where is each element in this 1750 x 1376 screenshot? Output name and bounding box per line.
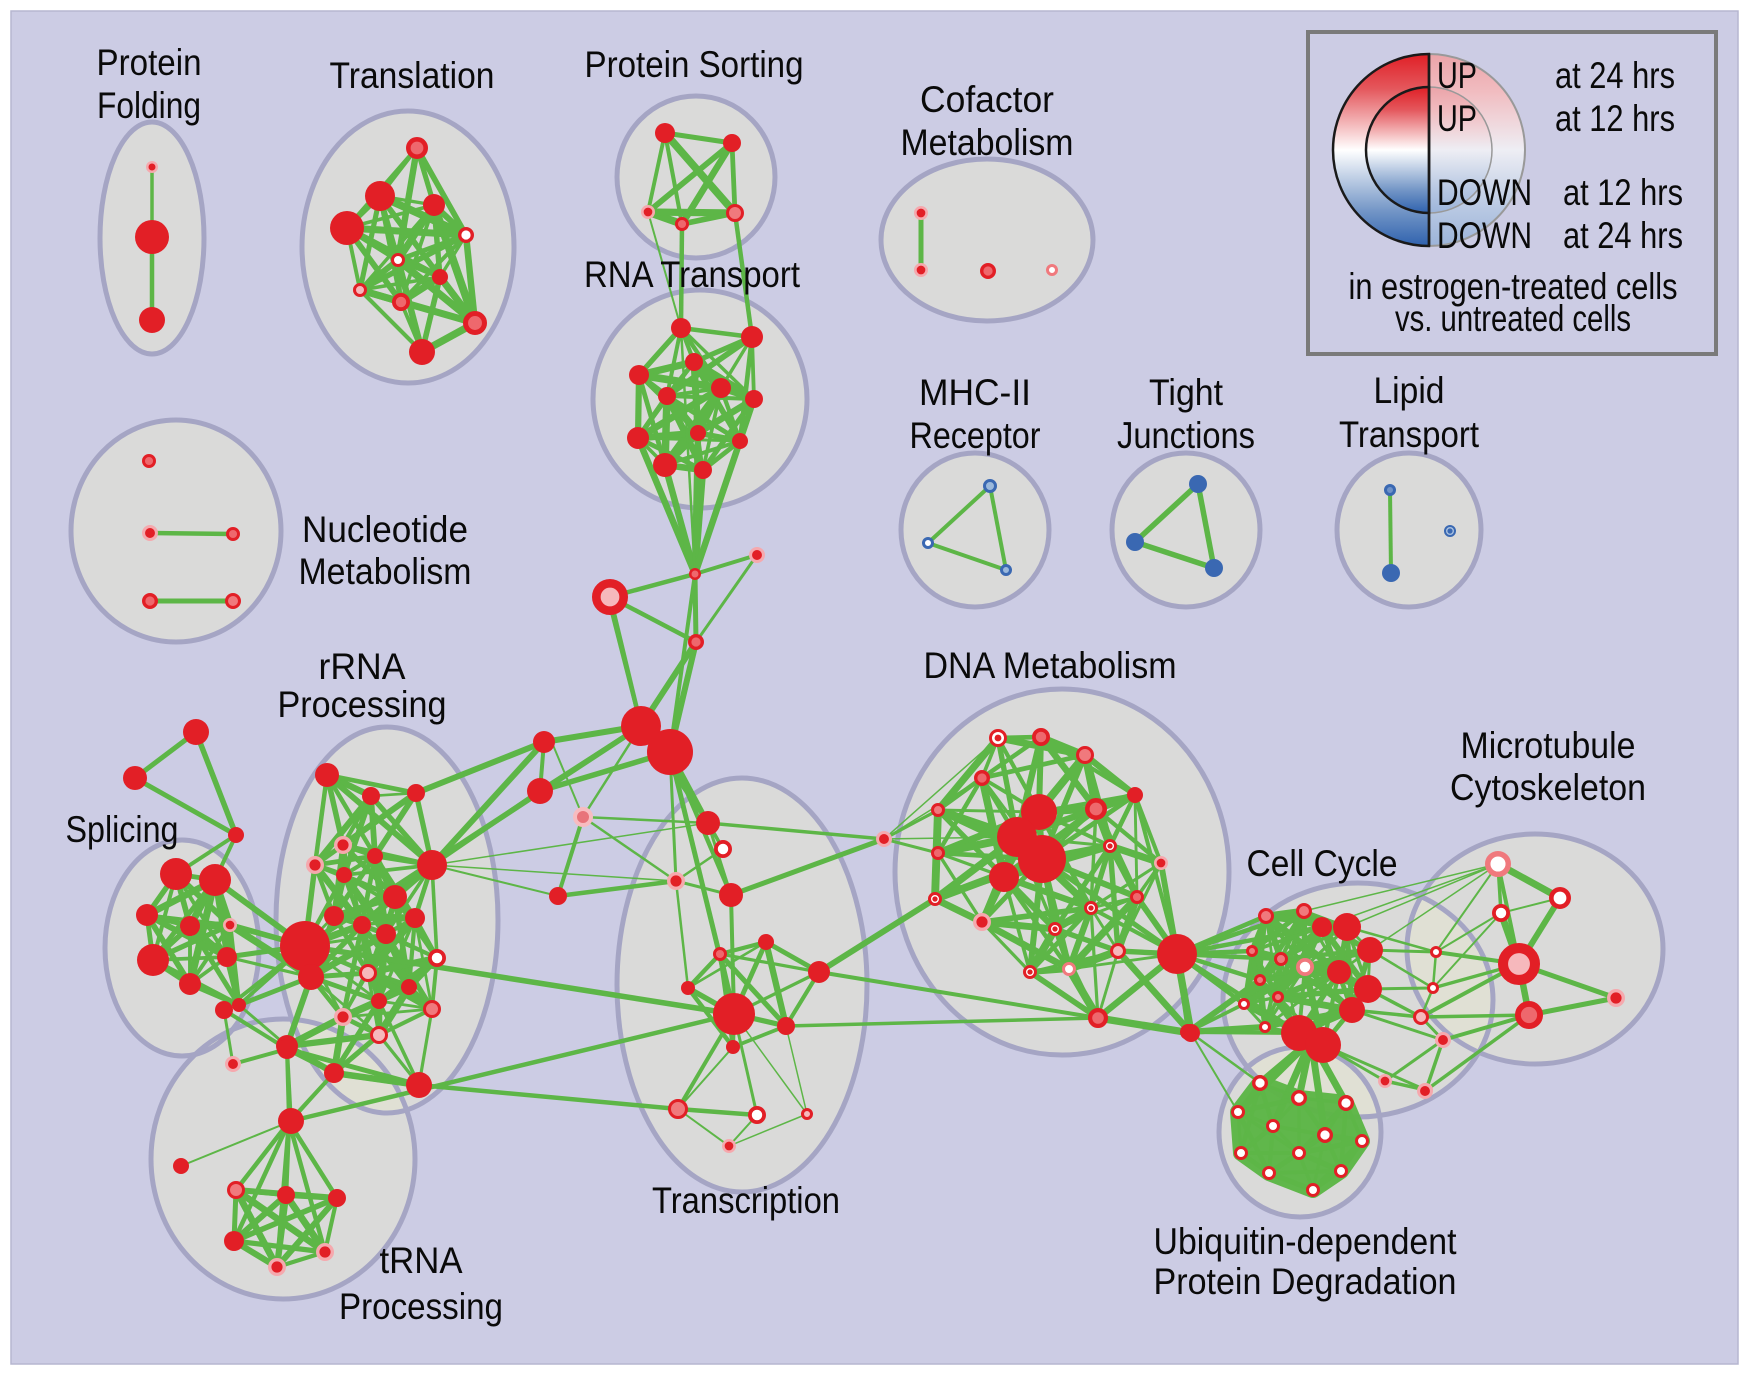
svg-text:Tight: Tight	[1149, 372, 1224, 413]
svg-text:vs. untreated cells: vs. untreated cells	[1395, 298, 1631, 339]
svg-text:Cell Cycle: Cell Cycle	[1247, 843, 1398, 884]
svg-text:Junctions: Junctions	[1117, 415, 1255, 456]
svg-text:at 12 hrs: at 12 hrs	[1555, 98, 1675, 139]
svg-text:at 12 hrs: at 12 hrs	[1563, 172, 1683, 213]
svg-text:Metabolism: Metabolism	[901, 122, 1074, 163]
svg-text:Nucleotide: Nucleotide	[302, 509, 468, 550]
svg-text:Microtubule: Microtubule	[1461, 725, 1636, 766]
svg-text:Lipid: Lipid	[1374, 370, 1445, 411]
svg-text:Ubiquitin-dependent: Ubiquitin-dependent	[1154, 1221, 1458, 1262]
svg-text:DNA Metabolism: DNA Metabolism	[924, 645, 1177, 686]
svg-text:Protein Sorting: Protein Sorting	[585, 44, 804, 85]
svg-text:DOWN: DOWN	[1437, 172, 1532, 213]
svg-text:Cytoskeleton: Cytoskeleton	[1450, 767, 1646, 808]
svg-text:Protein Degradation: Protein Degradation	[1154, 1261, 1457, 1302]
svg-text:Translation: Translation	[330, 55, 495, 96]
svg-text:in estrogen-treated cells: in estrogen-treated cells	[1349, 266, 1678, 307]
svg-text:Processing: Processing	[278, 684, 447, 725]
svg-text:Metabolism: Metabolism	[299, 551, 472, 592]
svg-text:Cofactor: Cofactor	[920, 79, 1054, 120]
svg-text:at 24 hrs: at 24 hrs	[1555, 55, 1675, 96]
svg-text:rRNA: rRNA	[319, 646, 406, 687]
svg-text:Processing: Processing	[339, 1286, 503, 1327]
svg-text:DOWN: DOWN	[1437, 215, 1532, 256]
svg-text:UP: UP	[1437, 55, 1477, 96]
svg-text:at 24 hrs: at 24 hrs	[1563, 215, 1683, 256]
svg-text:Transcription: Transcription	[652, 1180, 840, 1221]
svg-text:Transport: Transport	[1339, 414, 1480, 455]
svg-text:tRNA: tRNA	[380, 1240, 463, 1281]
svg-text:Receptor: Receptor	[910, 415, 1041, 456]
svg-text:Protein: Protein	[97, 42, 202, 83]
svg-text:RNA Transport: RNA Transport	[584, 254, 801, 295]
svg-text:Splicing: Splicing	[66, 809, 179, 850]
svg-text:MHC-II: MHC-II	[919, 372, 1031, 413]
svg-text:Folding: Folding	[97, 85, 201, 126]
svg-text:UP: UP	[1437, 98, 1477, 139]
